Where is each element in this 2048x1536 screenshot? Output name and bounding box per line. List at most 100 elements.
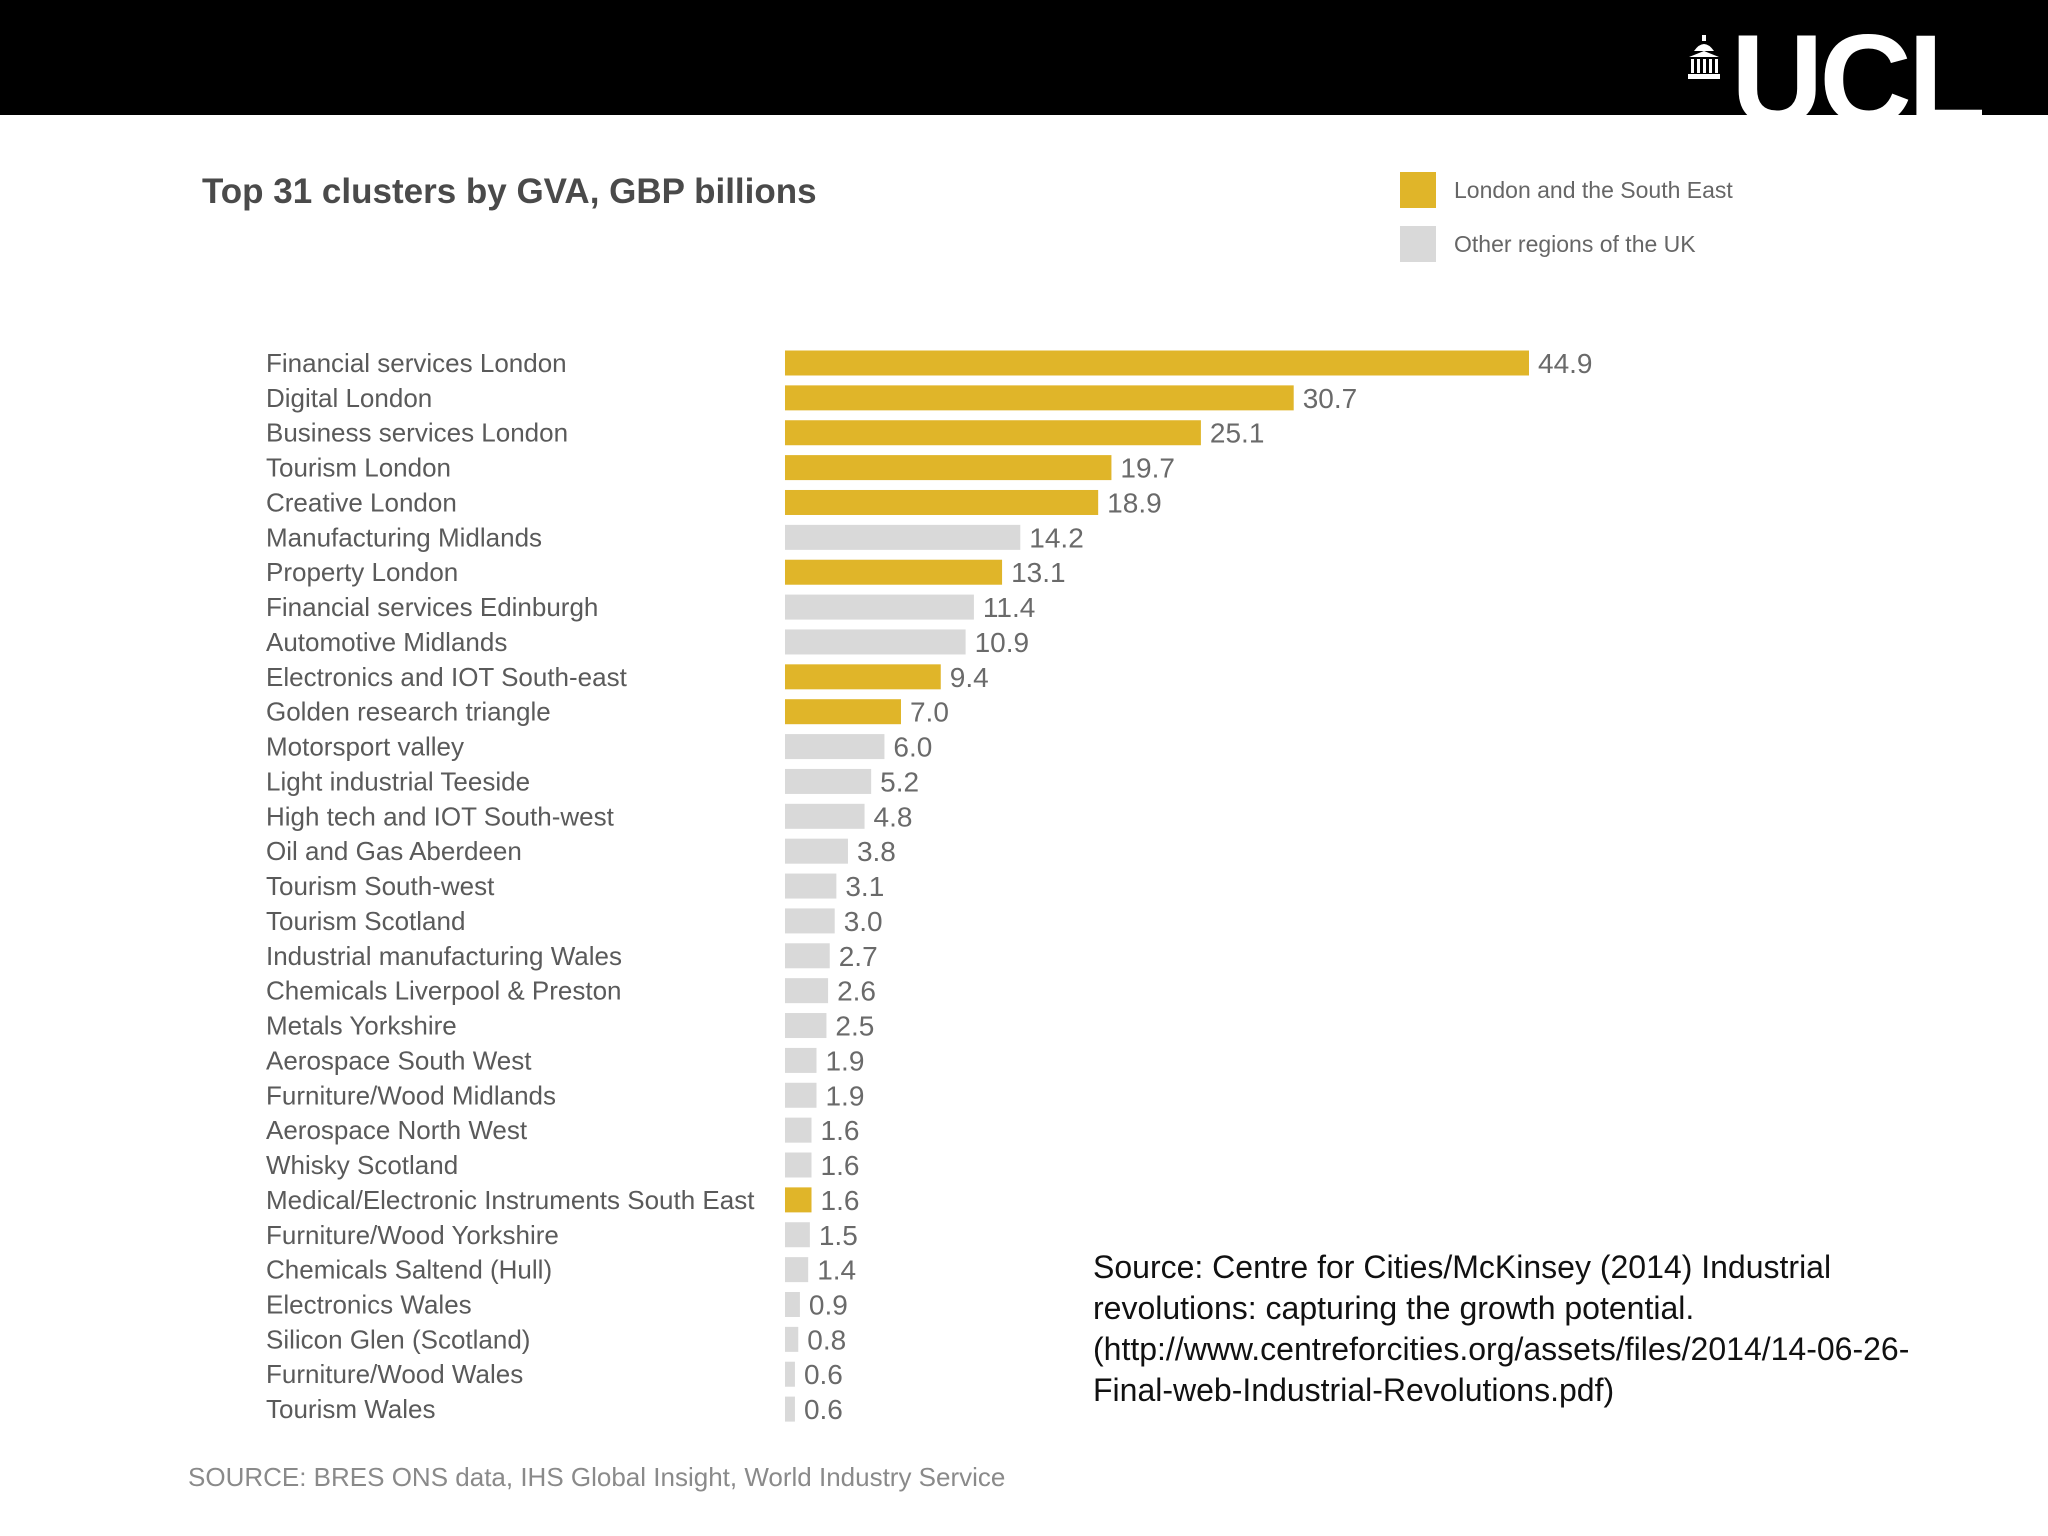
- bar: [785, 803, 865, 829]
- bar: [785, 1257, 809, 1283]
- category-label: Medical/Electronic Instruments South Eas…: [266, 1185, 755, 1215]
- legend-label-other: Other regions of the UK: [1454, 230, 1696, 257]
- value-label: 1.6: [821, 1150, 860, 1181]
- bar: [785, 559, 1003, 585]
- chart-title: Top 31 clusters by GVA, GBP billions: [202, 172, 817, 211]
- value-label: 0.6: [804, 1359, 843, 1390]
- bar: [785, 1291, 800, 1317]
- legend-label-london: London and the South East: [1454, 176, 1733, 203]
- chart-legend: London and the South East Other regions …: [1400, 172, 1733, 280]
- bar: [785, 385, 1294, 411]
- category-label: Aerospace South West: [266, 1045, 532, 1075]
- value-label: 1.6: [821, 1115, 860, 1146]
- value-label: 1.5: [819, 1220, 858, 1251]
- value-label: 3.8: [857, 836, 896, 867]
- legend-item-other: Other regions of the UK: [1400, 226, 1733, 262]
- category-label: Aerospace North West: [266, 1115, 528, 1145]
- value-label: 18.9: [1107, 487, 1162, 518]
- bar: [785, 978, 829, 1004]
- category-label: Tourism Scotland: [266, 906, 465, 936]
- value-label: 14.2: [1029, 522, 1084, 553]
- category-label: Financial services Edinburgh: [266, 592, 598, 622]
- bar: [785, 594, 974, 620]
- category-label: Furniture/Wood Yorkshire: [266, 1220, 559, 1250]
- category-label: Electronics Wales: [266, 1289, 472, 1319]
- bar: [785, 1326, 799, 1352]
- bar: [785, 420, 1201, 446]
- value-label: 19.7: [1120, 453, 1175, 484]
- value-label: 5.2: [880, 766, 919, 797]
- value-label: 9.4: [950, 662, 989, 693]
- category-label: Silicon Glen (Scotland): [266, 1324, 530, 1354]
- category-label: Furniture/Wood Wales: [266, 1359, 523, 1389]
- bar: [785, 524, 1021, 550]
- value-label: 2.7: [839, 941, 878, 972]
- category-label: Automotive Midlands: [266, 627, 507, 657]
- category-label: Tourism London: [266, 453, 451, 483]
- bar: [785, 455, 1112, 481]
- value-label: 10.9: [975, 627, 1030, 658]
- bar: [785, 664, 941, 690]
- category-label: Manufacturing Midlands: [266, 522, 542, 552]
- bar: [785, 1187, 812, 1213]
- value-label: 11.4: [983, 592, 1035, 623]
- value-label: 3.0: [844, 906, 883, 937]
- category-label: Golden research triangle: [266, 697, 551, 727]
- value-label: 25.1: [1210, 418, 1265, 449]
- category-label: Chemicals Liverpool & Preston: [266, 976, 622, 1006]
- source-note: Source: Centre for Cities/McKinsey (2014…: [1093, 1249, 1910, 1408]
- category-label: Property London: [266, 557, 458, 587]
- value-label: 30.7: [1303, 383, 1358, 414]
- bar: [785, 1396, 795, 1422]
- bar: [785, 1047, 817, 1073]
- bar: [785, 768, 872, 794]
- value-label: 0.8: [807, 1324, 846, 1355]
- bar: [785, 699, 901, 725]
- value-label: 2.6: [837, 976, 876, 1007]
- category-label: Business services London: [266, 418, 568, 448]
- category-label: Motorsport valley: [266, 732, 464, 762]
- category-label: Oil and Gas Aberdeen: [266, 836, 522, 866]
- value-label: 4.8: [874, 801, 913, 832]
- value-label: 0.6: [804, 1394, 843, 1425]
- bar: [785, 734, 885, 760]
- category-label: Whisky Scotland: [266, 1150, 458, 1180]
- value-label: 6.0: [893, 732, 932, 763]
- category-label: Tourism Wales: [266, 1394, 436, 1424]
- legend-swatch-other: [1400, 226, 1436, 262]
- bar: [785, 1082, 817, 1108]
- bar: [785, 943, 830, 969]
- value-label: 13.1: [1011, 557, 1066, 588]
- bar: [785, 908, 835, 934]
- bar: [785, 350, 1529, 376]
- value-label: 2.5: [835, 1011, 874, 1042]
- portico-icon: [1687, 35, 1720, 79]
- bar: [785, 1152, 812, 1178]
- value-label: 0.9: [809, 1289, 848, 1320]
- category-label: Light industrial Teeside: [266, 766, 530, 796]
- category-label: Creative London: [266, 487, 457, 517]
- bar: [785, 873, 837, 899]
- value-label: 1.4: [817, 1255, 856, 1286]
- legend-item-london: London and the South East: [1400, 172, 1733, 208]
- value-label: 1.6: [821, 1185, 860, 1216]
- category-label: Industrial manufacturing Wales: [266, 941, 622, 971]
- value-label: 3.1: [845, 871, 884, 902]
- category-label: Chemicals Saltend (Hull): [266, 1255, 552, 1285]
- value-label: 1.9: [825, 1080, 864, 1111]
- bar: [785, 838, 848, 864]
- category-label: Digital London: [266, 383, 432, 413]
- category-label: Furniture/Wood Midlands: [266, 1080, 556, 1110]
- category-label: High tech and IOT South-west: [266, 801, 615, 831]
- bar: [785, 629, 966, 655]
- chart-source-footnote: SOURCE: BRES ONS data, IHS Global Insigh…: [188, 1462, 1006, 1492]
- bar: [785, 489, 1099, 515]
- bar: [785, 1222, 810, 1248]
- legend-swatch-london: [1400, 172, 1436, 208]
- value-label: 7.0: [910, 697, 949, 728]
- category-label: Tourism South-west: [266, 871, 495, 901]
- bar: [785, 1361, 795, 1387]
- ucl-logo: UCL: [1687, 30, 1982, 115]
- category-label: Metals Yorkshire: [266, 1011, 457, 1041]
